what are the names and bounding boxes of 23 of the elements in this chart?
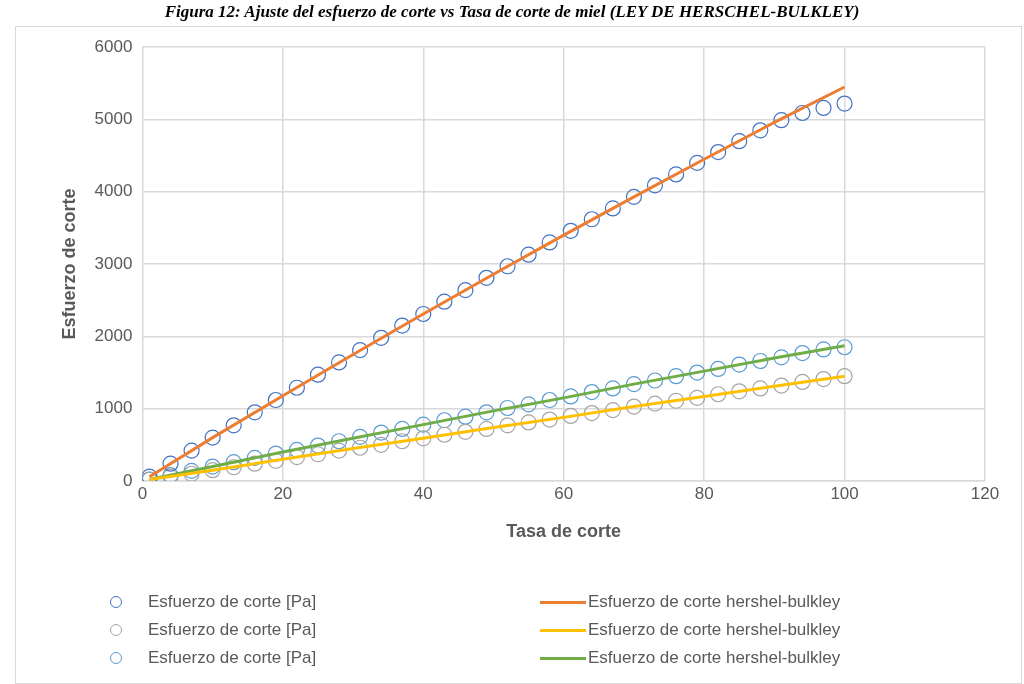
- x-axis-title: Tasa de corte: [506, 521, 622, 542]
- x-tick-label: 40: [413, 483, 433, 503]
- y-tick-label: 5000: [94, 109, 133, 129]
- chart-title: Figura 12: Ajuste del esfuerzo de corte vs Tasa de corte de miel (LEY DE HERSCHEL-BULKLEY): [163, 2, 861, 22]
- x-tick-label: 60: [554, 483, 574, 503]
- legend-label: Esfuerzo de corte hershel-bulkley: [588, 620, 841, 640]
- legend-label: Esfuerzo de corte [Pa]: [148, 648, 317, 668]
- legend-label: Esfuerzo de corte hershel-bulkley: [588, 592, 841, 612]
- legend-label: Esfuerzo de corte hershel-bulkley: [588, 648, 841, 668]
- y-tick-label: 4000: [94, 181, 133, 201]
- y-tick-label: 2000: [94, 326, 133, 346]
- x-tick-label: 0: [137, 483, 148, 503]
- x-tick-label: 80: [694, 483, 714, 503]
- y-tick-label: 1000: [94, 398, 133, 418]
- y-tick-label: 0: [122, 470, 133, 490]
- y-axis-title: Esfuerzo de corte: [58, 188, 79, 340]
- legend-label: Esfuerzo de corte [Pa]: [148, 620, 317, 640]
- y-tick-label: 3000: [94, 253, 133, 273]
- x-tick-label: 120: [970, 483, 1000, 503]
- x-tick-label: 20: [273, 483, 293, 503]
- legend-label: Esfuerzo de corte [Pa]: [148, 592, 317, 612]
- y-tick-label: 6000: [94, 36, 133, 56]
- x-tick-label: 100: [830, 483, 859, 503]
